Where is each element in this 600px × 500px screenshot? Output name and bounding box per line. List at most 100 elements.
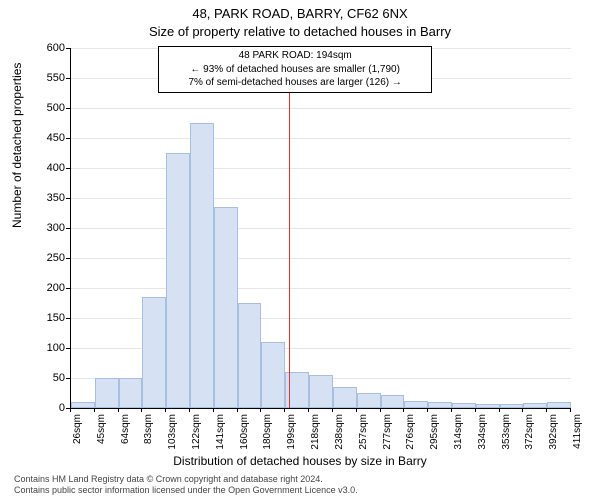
- gridline: [71, 168, 571, 169]
- x-tick-label: 353sqm: [501, 414, 512, 454]
- x-axis-label: Distribution of detached houses by size …: [0, 454, 600, 468]
- gridline: [71, 108, 571, 109]
- y-tick-label: 0: [25, 402, 65, 414]
- y-tick-mark: [66, 228, 70, 229]
- x-tick-mark: [427, 408, 428, 412]
- y-tick-mark: [66, 378, 70, 379]
- y-tick-label: 350: [25, 192, 65, 204]
- y-tick-label: 600: [25, 42, 65, 54]
- histogram-bar: [95, 378, 119, 408]
- x-tick-mark: [546, 408, 547, 412]
- x-tick-mark: [118, 408, 119, 412]
- x-tick-label: 83sqm: [143, 414, 154, 454]
- y-tick-label: 100: [25, 342, 65, 354]
- x-tick-mark: [94, 408, 95, 412]
- x-tick-label: 276sqm: [405, 414, 416, 454]
- x-tick-label: 218sqm: [310, 414, 321, 454]
- page-subtitle: Size of property relative to detached ho…: [0, 24, 600, 39]
- y-tick-label: 450: [25, 132, 65, 144]
- annotation-line: ← 93% of detached houses are smaller (1,…: [165, 63, 425, 77]
- histogram-bar: [119, 378, 143, 408]
- y-tick-mark: [66, 108, 70, 109]
- histogram-bar: [428, 402, 452, 408]
- x-tick-label: 199sqm: [286, 414, 297, 454]
- x-tick-label: 180sqm: [262, 414, 273, 454]
- gridline: [71, 198, 571, 199]
- y-tick-mark: [66, 168, 70, 169]
- x-tick-mark: [522, 408, 523, 412]
- x-tick-mark: [284, 408, 285, 412]
- x-tick-mark: [165, 408, 166, 412]
- x-tick-label: 141sqm: [215, 414, 226, 454]
- histogram-bar: [452, 403, 476, 408]
- histogram-bar: [476, 404, 500, 408]
- histogram-bar: [357, 393, 381, 408]
- x-tick-label: 64sqm: [120, 414, 131, 454]
- x-tick-label: 277sqm: [382, 414, 393, 454]
- x-tick-mark: [213, 408, 214, 412]
- x-tick-label: 122sqm: [191, 414, 202, 454]
- histogram-bar: [142, 297, 166, 408]
- gridline: [71, 288, 571, 289]
- attribution-text: Contains HM Land Registry data © Crown c…: [14, 474, 358, 496]
- gridline: [71, 228, 571, 229]
- x-tick-mark: [332, 408, 333, 412]
- x-tick-mark: [237, 408, 238, 412]
- y-tick-label: 300: [25, 222, 65, 234]
- histogram-bar: [333, 387, 357, 408]
- x-tick-label: 295sqm: [429, 414, 440, 454]
- histogram-bar: [523, 403, 547, 408]
- x-tick-mark: [380, 408, 381, 412]
- y-tick-mark: [66, 138, 70, 139]
- x-tick-mark: [308, 408, 309, 412]
- x-tick-label: 392sqm: [548, 414, 559, 454]
- histogram-bar: [214, 207, 238, 408]
- histogram-bar: [261, 342, 285, 408]
- x-tick-mark: [499, 408, 500, 412]
- y-tick-mark: [66, 198, 70, 199]
- histogram-bar: [71, 402, 95, 408]
- y-tick-mark: [66, 48, 70, 49]
- x-tick-mark: [403, 408, 404, 412]
- x-tick-label: 26sqm: [72, 414, 83, 454]
- x-tick-mark: [141, 408, 142, 412]
- reference-line: [289, 48, 290, 408]
- histogram-bar: [500, 404, 524, 408]
- x-tick-label: 314sqm: [453, 414, 464, 454]
- chart-container: 48, PARK ROAD, BARRY, CF62 6NX Size of p…: [0, 0, 600, 500]
- y-tick-mark: [66, 348, 70, 349]
- y-tick-mark: [66, 318, 70, 319]
- y-tick-label: 50: [25, 372, 65, 384]
- histogram-bar: [166, 153, 190, 408]
- histogram-bar: [190, 123, 214, 408]
- gridline: [71, 258, 571, 259]
- y-tick-mark: [66, 288, 70, 289]
- x-tick-label: 103sqm: [167, 414, 178, 454]
- y-tick-label: 150: [25, 312, 65, 324]
- x-tick-mark: [70, 408, 71, 412]
- histogram-bar: [381, 395, 405, 408]
- x-tick-mark: [189, 408, 190, 412]
- gridline: [71, 138, 571, 139]
- annotation-line: 48 PARK ROAD: 194sqm: [165, 49, 425, 63]
- y-tick-label: 250: [25, 252, 65, 264]
- x-tick-mark: [260, 408, 261, 412]
- x-tick-label: 160sqm: [239, 414, 250, 454]
- histogram-bar: [309, 375, 333, 408]
- annotation-box: 48 PARK ROAD: 194sqm← 93% of detached ho…: [158, 46, 432, 93]
- y-tick-label: 400: [25, 162, 65, 174]
- x-tick-label: 334sqm: [477, 414, 488, 454]
- x-tick-mark: [570, 408, 571, 412]
- y-axis-label: Number of detached properties: [10, 63, 24, 228]
- x-tick-mark: [451, 408, 452, 412]
- annotation-line: 7% of semi-detached houses are larger (1…: [165, 76, 425, 90]
- y-tick-mark: [66, 258, 70, 259]
- x-tick-mark: [356, 408, 357, 412]
- attribution-line1: Contains HM Land Registry data © Crown c…: [14, 474, 358, 485]
- x-tick-mark: [475, 408, 476, 412]
- page-address-title: 48, PARK ROAD, BARRY, CF62 6NX: [0, 6, 600, 21]
- x-tick-label: 238sqm: [334, 414, 345, 454]
- x-tick-label: 257sqm: [358, 414, 369, 454]
- attribution-line2: Contains public sector information licen…: [14, 485, 358, 496]
- y-tick-label: 200: [25, 282, 65, 294]
